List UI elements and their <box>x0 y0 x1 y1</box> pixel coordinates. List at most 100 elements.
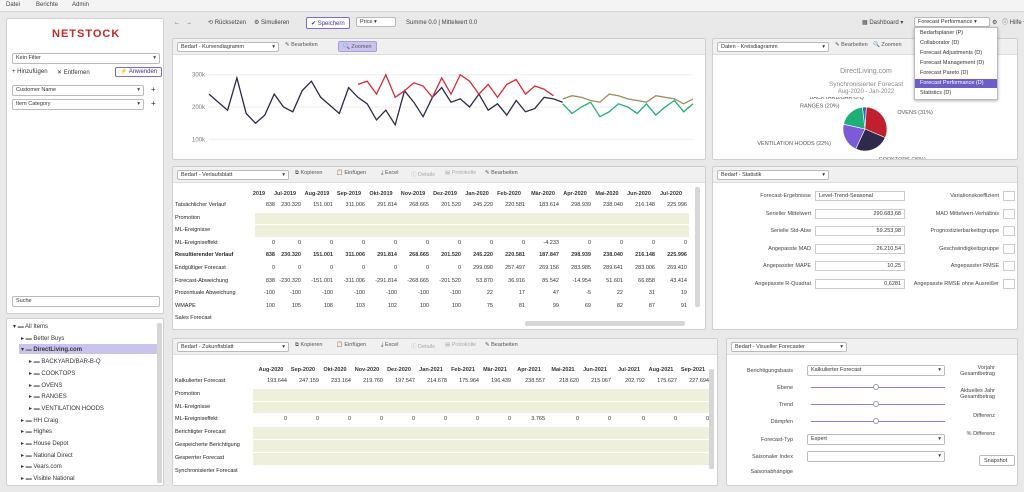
grid-cell[interactable]: 227.694 <box>689 378 709 384</box>
tree-item[interactable]: ▸ ▬ Visible National <box>21 475 75 482</box>
grid-cell[interactable]: 219.760 <box>363 378 383 384</box>
grid-cell[interactable]: 175.627 <box>657 378 677 384</box>
grid-cell[interactable]: -230.320 <box>279 277 301 284</box>
grid-cell[interactable]: 245.220 <box>473 202 493 208</box>
damp-slider-handle[interactable] <box>873 418 879 424</box>
search-input[interactable]: Suche <box>12 296 160 307</box>
grid-cell[interactable]: -100 <box>263 290 275 297</box>
grid-cell[interactable]: -100 <box>417 290 429 297</box>
history-grid-selector[interactable]: Bedarf - Verlaufsblatt ▾ <box>177 170 289 180</box>
tree-item[interactable]: ▸ ▬ National Direct <box>21 452 73 459</box>
grid-cell[interactable]: 0 <box>329 265 333 271</box>
grid-cell[interactable]: 838 <box>265 277 275 284</box>
grid-cell[interactable]: 187.847 <box>539 252 559 259</box>
grid-cell[interactable]: 0 <box>393 239 397 246</box>
tree-expand-icon[interactable]: ▸ <box>29 370 34 377</box>
pie-chart-selector[interactable]: Daten - Kreisdiagramm ▾ <box>717 42 829 52</box>
grid-cell[interactable]: 0 <box>297 265 301 271</box>
excel-button[interactable]: ⤓ Excel <box>381 170 399 176</box>
grid-cell[interactable]: 19 <box>680 290 687 297</box>
paste-button[interactable]: 📋 Einfügen <box>336 170 367 176</box>
grid-cell[interactable]: 87 <box>648 302 655 309</box>
grid-cell[interactable]: 151.001 <box>313 252 333 259</box>
grid-cell[interactable]: 230.320 <box>281 252 301 259</box>
grid-cell[interactable]: 0 <box>425 239 429 246</box>
pie-zoom-button[interactable]: 🔍 Zoomen <box>873 42 902 48</box>
grid-cell[interactable]: 238.557 <box>525 378 545 384</box>
grid-cell[interactable]: -14.954 <box>572 277 591 284</box>
grid-cell[interactable]: 82 <box>616 302 623 309</box>
grid-cell[interactable]: 268.665 <box>409 252 429 259</box>
grid-cell[interactable]: 311.006 <box>345 202 365 208</box>
tree-expand-icon[interactable]: ▸ <box>29 394 34 401</box>
dropdown-option[interactable]: Forecast Management (D) <box>920 60 985 66</box>
grid-cell[interactable]: -291.814 <box>375 277 397 284</box>
grid-cell[interactable]: -311.006 <box>343 277 365 284</box>
grid-cell[interactable]: 0 <box>575 416 579 423</box>
tree-item[interactable]: ▸ ▬ RANGES <box>29 393 67 400</box>
grid-cell[interactable]: 291.814 <box>377 252 397 259</box>
pie-slice[interactable] <box>855 128 886 152</box>
editable-row-band[interactable] <box>253 452 711 465</box>
editable-row-band[interactable] <box>255 212 689 225</box>
grid-cell[interactable]: 0 <box>607 416 611 423</box>
grid-cell[interactable]: 299.090 <box>473 265 493 271</box>
details-button[interactable]: ⓘ Details <box>411 172 435 178</box>
copy-button[interactable]: ⧉ Kopieren <box>295 170 323 176</box>
grid-cell[interactable]: -100 <box>449 290 461 297</box>
grid-cell[interactable]: 105 <box>291 302 301 309</box>
grid-cell[interactable]: 197.547 <box>395 378 415 384</box>
grid-cell[interactable]: 0 <box>683 239 687 246</box>
grid-cell[interactable]: 0 <box>347 416 351 423</box>
grid-cell[interactable]: 3.765 <box>531 416 545 423</box>
grid-cell[interactable]: 247.159 <box>299 378 319 384</box>
editable-row-band[interactable] <box>253 427 711 439</box>
tree-expand-icon[interactable]: ▾ <box>21 347 26 354</box>
grid-cell[interactable]: -100 <box>321 290 333 297</box>
grid-cell[interactable]: 0 <box>475 416 479 423</box>
grid-cell[interactable]: 218.620 <box>559 378 579 384</box>
grid-cell[interactable]: 245.220 <box>473 252 493 259</box>
grid-cell[interactable]: 0 <box>297 239 301 246</box>
grid-cell[interactable]: 0 <box>641 416 645 423</box>
menu-file[interactable]: Datei <box>6 2 21 8</box>
grid-cell[interactable]: 283.985 <box>571 265 591 271</box>
grid-cell[interactable]: 99 <box>552 302 559 309</box>
grid-cell[interactable]: 298.939 <box>571 202 591 208</box>
dropdown-option[interactable]: Forecast Performance (D) <box>915 79 997 88</box>
tree-item[interactable]: ▸ ▬ BACKYARD/BAR-B-Q <box>29 358 101 365</box>
tree-scrollbar[interactable] <box>157 323 162 483</box>
grid-cell[interactable]: 0 <box>489 239 493 246</box>
grid-cell[interactable]: 202.792 <box>625 378 645 384</box>
grid-cell[interactable]: 17 <box>518 290 525 297</box>
grid-cell[interactable]: 220.581 <box>505 252 525 259</box>
grid-cell[interactable]: 22 <box>616 290 623 297</box>
grid-cell[interactable]: 103 <box>355 302 365 309</box>
grid-cell[interactable]: 102 <box>387 302 397 309</box>
grid-cell[interactable]: 0 <box>379 416 383 423</box>
grid-cell[interactable]: 47 <box>552 290 559 297</box>
remove-filter-button[interactable]: ✕ Entfernen <box>57 70 90 76</box>
line-chart-selector[interactable]: Bedarf - Kurvendiagramm ▾ <box>177 42 279 52</box>
filter-select[interactable]: Kein Filter ▾ <box>12 53 160 64</box>
pie-slice[interactable] <box>864 106 888 139</box>
visual-forecaster-selector[interactable]: Bedarf - Visueller Forecaster ▾ <box>731 342 847 352</box>
grid-cell[interactable]: 193.644 <box>267 378 287 384</box>
grid-cell[interactable]: 216.148 <box>635 252 655 259</box>
simulate-button[interactable]: ⚙ Simulieren <box>254 20 290 26</box>
reset-button[interactable]: ⟲ Rücksetzen <box>208 20 247 26</box>
grid-cell[interactable]: 0 <box>361 239 365 246</box>
grid-cell[interactable]: 51.601 <box>606 277 623 284</box>
grid-cell[interactable]: 81 <box>518 302 525 309</box>
tree-expand-icon[interactable]: ▸ <box>29 405 34 412</box>
grid-cell[interactable]: -5 <box>586 290 591 297</box>
tree-expand-icon[interactable]: ▸ <box>21 417 26 424</box>
tree-item[interactable]: ▾ ▬ All Items <box>13 323 48 330</box>
future-v-scrollbar[interactable] <box>709 369 714 469</box>
basis-select[interactable]: Kalkulierter Forecast ▾ <box>807 365 945 376</box>
attribute-select-category[interactable]: Item Category ▾ <box>12 99 144 110</box>
dashboard-button[interactable]: ▦ Dashboard ▾ <box>862 20 904 26</box>
grid-cell[interactable]: 0 <box>673 416 677 423</box>
tree-item[interactable]: ▸ ▬ COOKTOPS <box>29 370 75 377</box>
future-paste-button[interactable]: 📋 Einfügen <box>336 342 367 348</box>
